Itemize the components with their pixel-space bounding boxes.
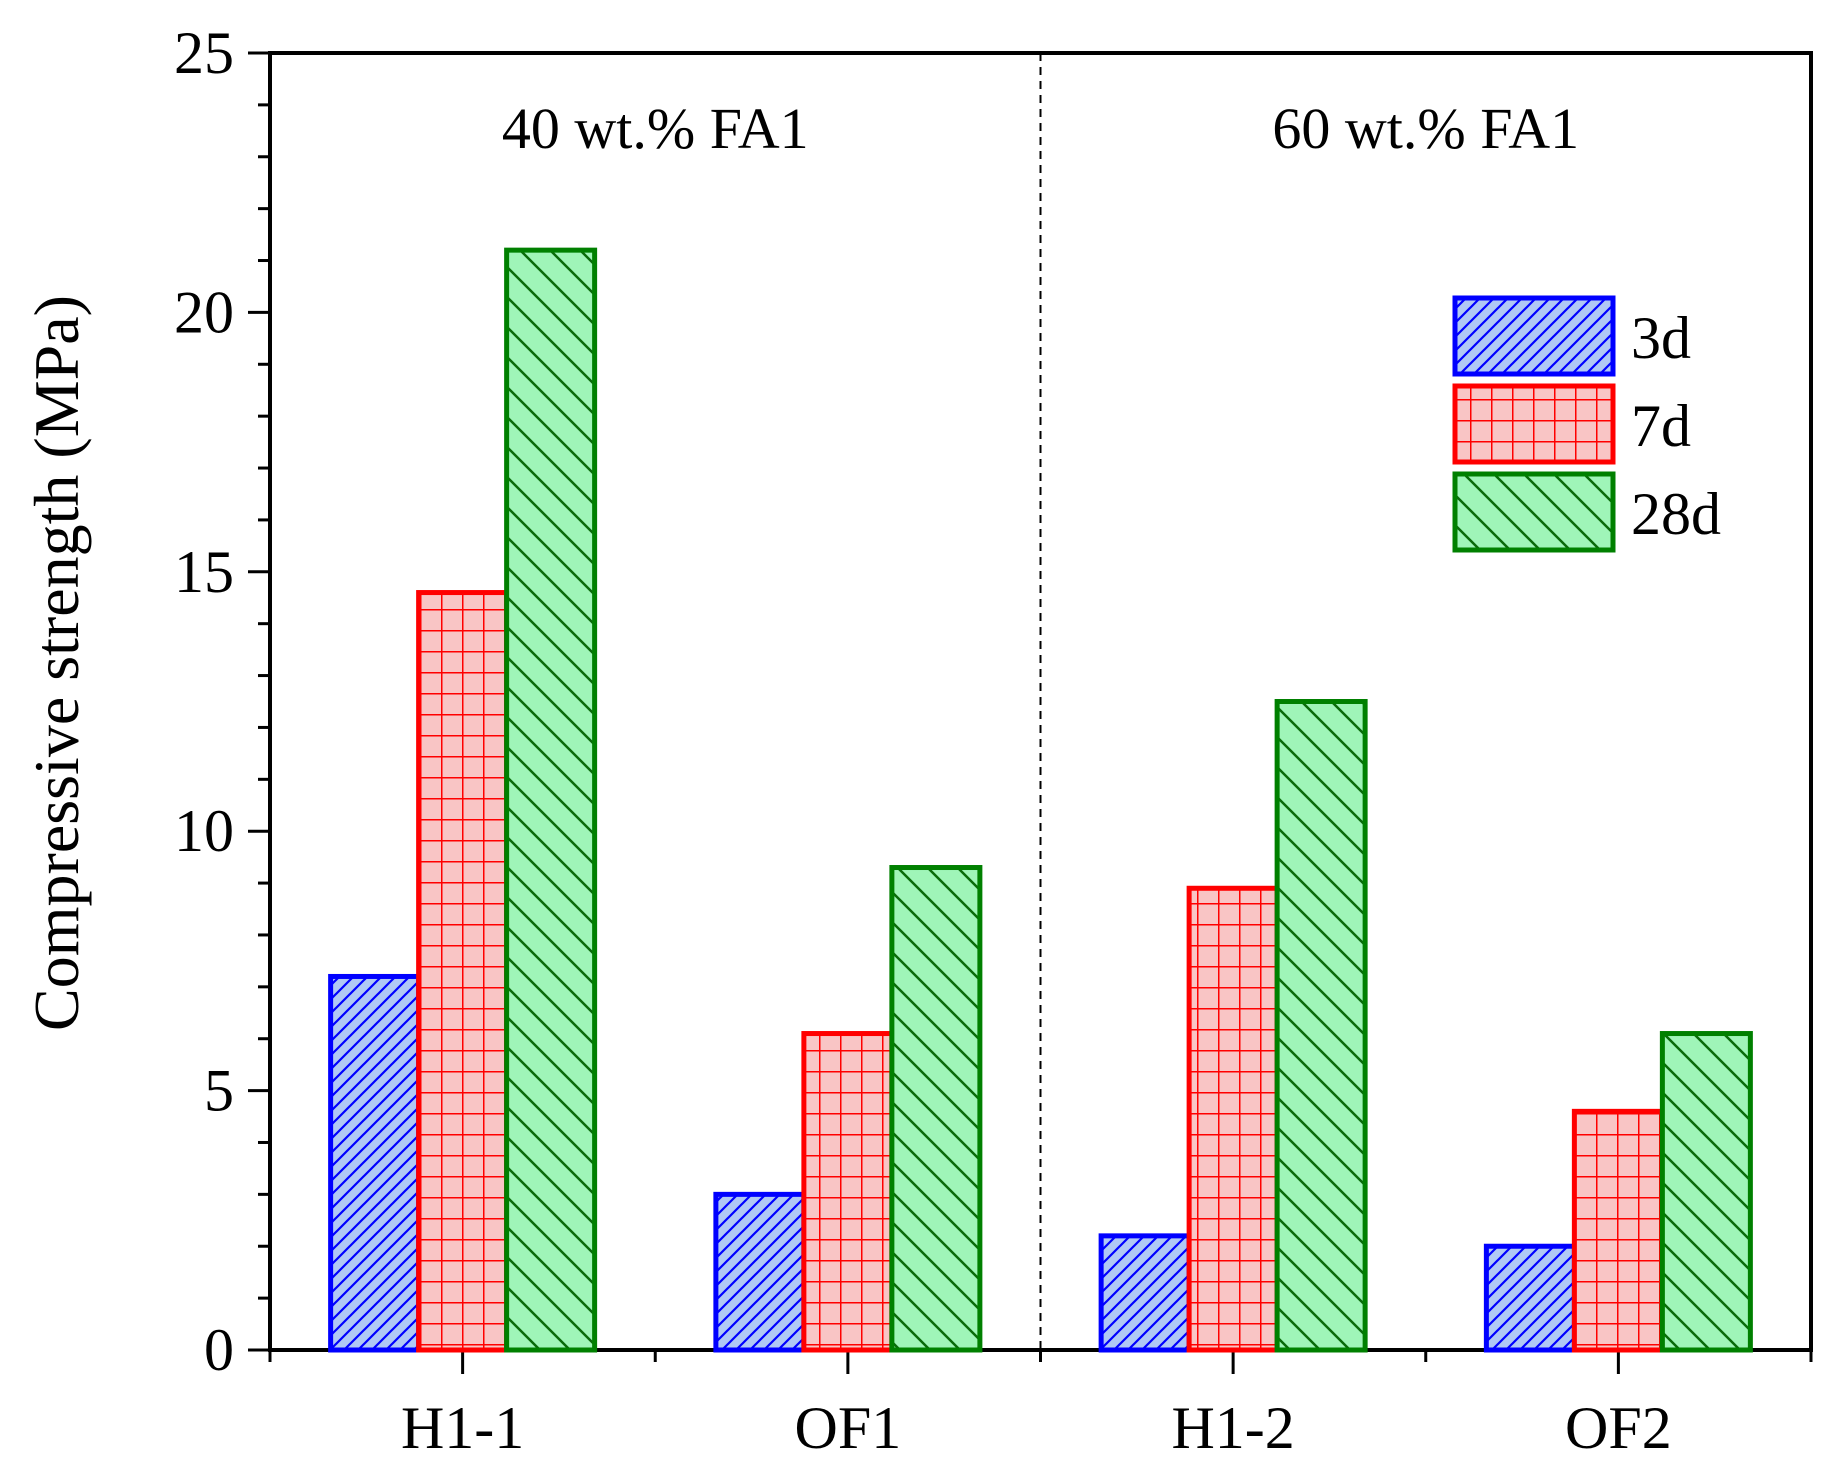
y-tick-label: 5	[204, 1058, 234, 1124]
x-tick-label: H1-2	[1171, 1395, 1294, 1461]
bar-3d-OF1	[713, 1191, 807, 1353]
y-tick-label: 20	[174, 279, 234, 345]
bar-7d-OF1	[801, 1031, 895, 1353]
x-tick-label: OF1	[795, 1395, 902, 1461]
legend-swatch-28d	[1452, 471, 1616, 553]
bar-28d-H1-1	[504, 247, 598, 1353]
y-tick-label: 25	[174, 20, 234, 86]
group-labels: 40 wt.% FA1 60 wt.% FA1	[502, 53, 1579, 1350]
bar-28d-OF1	[889, 865, 983, 1353]
y-tick-label: 10	[174, 798, 234, 864]
bars	[328, 247, 1753, 1353]
bar-3d-H1-2	[1098, 1233, 1192, 1353]
legend-label-28d: 28d	[1631, 481, 1721, 547]
bar-7d-OF2	[1571, 1108, 1665, 1353]
legend-swatch-3d	[1452, 295, 1616, 377]
legend: 3d 7d 28d	[1452, 295, 1721, 553]
legend-swatch-7d	[1452, 383, 1616, 465]
y-axis-title: Compressive strength (MPa)	[21, 295, 92, 1031]
bar-7d-H1-1	[416, 590, 510, 1353]
y-axis: 0 5 10 15 20 25	[174, 20, 270, 1383]
bar-28d-H1-2	[1274, 699, 1368, 1353]
y-tick-label: 15	[174, 539, 234, 605]
x-axis: H1-1 OF1 H1-2 OF2	[268, 1350, 1813, 1461]
legend-label-7d: 7d	[1631, 393, 1691, 459]
bar-3d-OF2	[1483, 1243, 1577, 1353]
group-label: 40 wt.% FA1	[502, 96, 809, 161]
bar-7d-H1-2	[1186, 885, 1280, 1353]
x-tick-label: OF2	[1565, 1395, 1672, 1461]
y-tick-label: 0	[204, 1317, 234, 1383]
bar-28d-OF2	[1659, 1031, 1753, 1353]
x-tick-label: H1-1	[401, 1395, 524, 1461]
group-label: 60 wt.% FA1	[1272, 96, 1579, 161]
bar-3d-H1-1	[328, 973, 422, 1353]
legend-label-3d: 3d	[1631, 305, 1691, 371]
